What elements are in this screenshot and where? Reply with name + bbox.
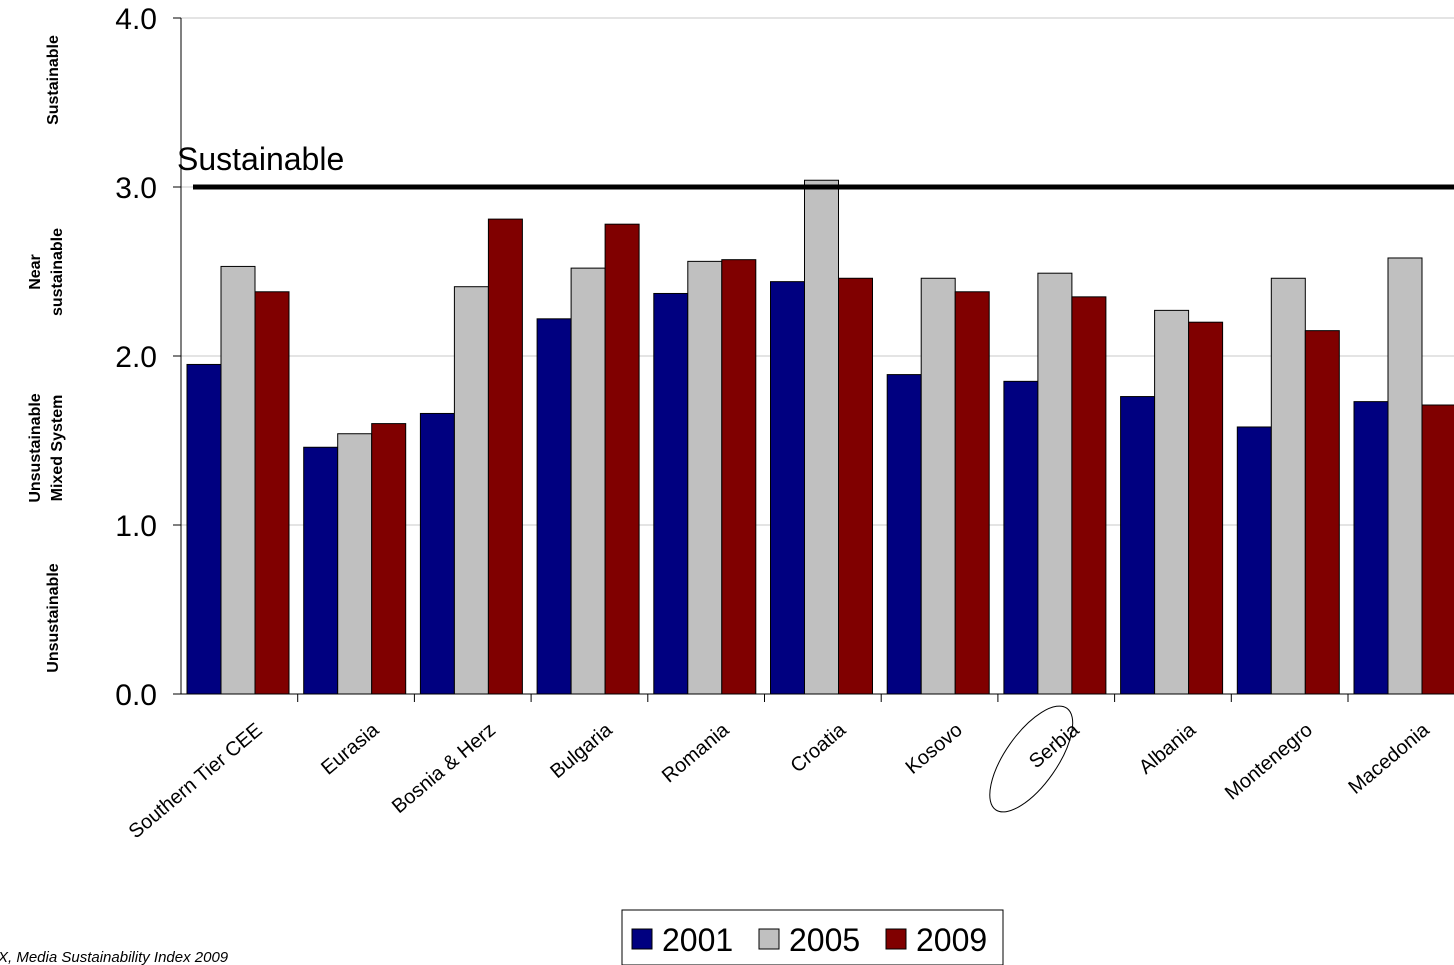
bar-2005-albania: [1154, 309, 1190, 695]
band-labels: Sustainable Near sustainable Unsustainable M…: [27, 35, 66, 673]
band-label: Near sustainable: [27, 228, 66, 316]
band-label-line: Unsustainable: [27, 393, 44, 502]
axes: [173, 17, 1454, 702]
x-tick-label: Southern Tier CEE: [125, 719, 267, 843]
y-tick-label: 0.0: [115, 679, 157, 712]
bar-2005-bosnia-herz: [453, 286, 489, 695]
y-tick-labels: 0.0 1.0 2.0 3.0 4.0: [115, 3, 157, 712]
legend-swatch: [885, 928, 907, 950]
bar-2001-serbia: [1003, 380, 1039, 695]
x-tick-label: Bosnia & Herz: [388, 719, 500, 818]
bar-2009-southern-tier-cee: [254, 291, 290, 695]
x-tick-label: Macedonia: [1344, 718, 1434, 798]
bar-2009-croatia: [838, 277, 873, 695]
highlight-ellipse: [989, 705, 1074, 813]
band-label-line: Unsustainable: [45, 563, 62, 672]
x-tick-label: Serbia: [1025, 718, 1084, 773]
band-label-line: sustainable: [49, 228, 66, 316]
bar-2009-montenegro: [1304, 330, 1340, 695]
highlight-group: [989, 705, 1074, 813]
bar-2009-bulgaria: [604, 223, 640, 695]
legend: 2001 2005 2009: [621, 909, 1004, 965]
bar-2001-macedonia: [1353, 401, 1389, 695]
bar-2005-montenegro: [1270, 277, 1306, 695]
band-label: Unsustainable Mixed System: [27, 393, 66, 502]
bar-2005-macedonia: [1387, 257, 1423, 695]
band-label-line: Mixed System: [49, 395, 66, 502]
legend-label: 2001: [662, 922, 733, 958]
y-tick-label: 3.0: [115, 172, 157, 205]
bar-2001-kosovo: [886, 374, 922, 695]
legend-swatch: [758, 928, 780, 950]
bar-2009-kosovo: [954, 291, 990, 695]
y-tick-label: 1.0: [115, 510, 157, 543]
bar-2009-eurasia: [371, 423, 407, 695]
bar-2009-romania: [721, 259, 757, 695]
band-label: Unsustainable: [45, 563, 62, 672]
legend-box: [621, 909, 1004, 965]
x-tick-label: Bulgaria: [546, 718, 617, 783]
band-label: Sustainable: [45, 35, 62, 125]
bar-2005-croatia: [804, 179, 839, 695]
bar-2009-serbia: [1071, 296, 1107, 695]
x-tick-label: Romania: [658, 718, 734, 787]
reference-line-group: Sustainable: [177, 141, 1454, 190]
legend-label: 2009: [916, 922, 987, 958]
source-note: X, Media Sustainability Index 2009: [0, 949, 229, 965]
bar-2005-serbia: [1037, 272, 1073, 695]
x-tick-label: Montenegro: [1221, 719, 1317, 804]
legend-label: 2005: [789, 922, 860, 958]
bar-2009-macedonia: [1421, 404, 1454, 695]
bar-2005-southern-tier-cee: [220, 265, 256, 695]
bar-2001-croatia: [770, 281, 805, 695]
band-label-line: Near: [27, 254, 44, 290]
x-tick-label: Kosovo: [902, 719, 967, 779]
x-tick-label: Albania: [1135, 718, 1201, 778]
legend-swatch: [631, 928, 653, 950]
bar-2005-bulgaria: [570, 267, 606, 695]
y-tick-label: 2.0: [115, 341, 157, 374]
bar-2005-eurasia: [337, 433, 373, 695]
bar-2009-bosnia-herz: [487, 218, 523, 695]
bar-2001-eurasia: [303, 446, 339, 695]
bar-2005-romania: [687, 260, 723, 695]
bar-2001-romania: [653, 292, 689, 695]
band-label-line: Sustainable: [45, 35, 62, 125]
bars: [186, 179, 1454, 695]
bar-2009-albania: [1188, 321, 1224, 695]
bar-2001-bosnia-herz: [419, 412, 455, 695]
bar-2001-albania: [1120, 396, 1156, 695]
x-tick-labels: Southern Tier CEE Eurasia Bosnia & Herz Bul…: [125, 718, 1435, 843]
y-tick-label: 4.0: [115, 3, 157, 36]
reference-line-label: Sustainable: [177, 141, 344, 177]
bar-2001-southern-tier-cee: [186, 363, 222, 695]
bar-2001-montenegro: [1236, 426, 1272, 695]
bar-2001-bulgaria: [536, 318, 572, 695]
x-tick-label: Croatia: [787, 718, 851, 777]
bar-2005-kosovo: [920, 277, 956, 695]
x-tick-label: Eurasia: [317, 718, 384, 779]
